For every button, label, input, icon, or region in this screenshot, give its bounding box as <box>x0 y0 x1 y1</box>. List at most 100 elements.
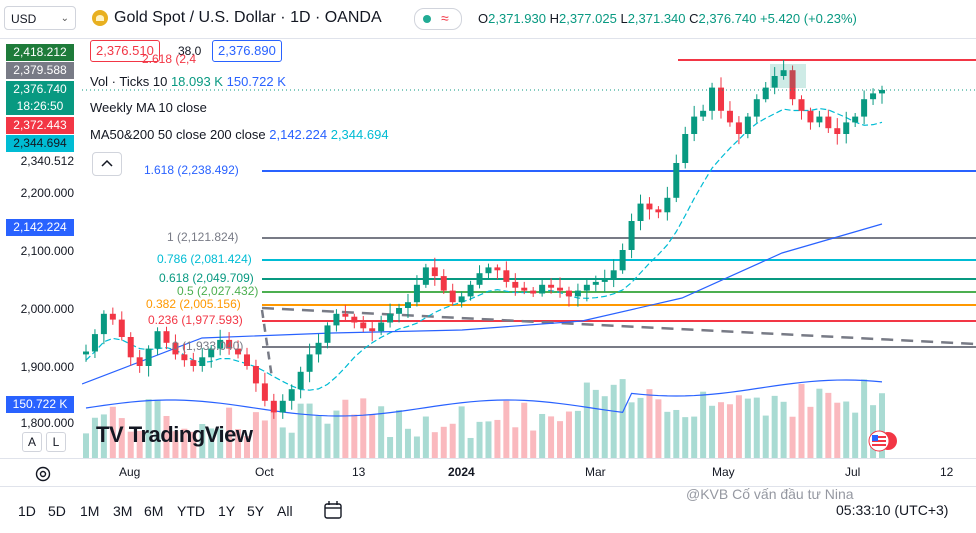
volume-bar <box>467 437 474 458</box>
volume-bar <box>700 391 707 458</box>
volume-bar <box>315 415 322 458</box>
volume-bar <box>217 428 224 458</box>
candle-body <box>431 267 438 277</box>
candle-body <box>235 348 242 355</box>
volume-bar <box>404 428 411 458</box>
timeframe-1d[interactable]: 1D <box>18 503 36 519</box>
candle-body <box>610 270 617 279</box>
ma-legend-label: MA50&200 50 close 200 close <box>90 127 266 142</box>
volume-bar <box>592 389 599 458</box>
price-tick: 1,900.000 <box>20 360 74 374</box>
currency-select[interactable]: USD ⌄ <box>4 6 76 30</box>
position-box[interactable] <box>770 64 806 88</box>
tradingview-logo[interactable]: TV TradingView <box>96 422 253 448</box>
volume-bar <box>431 432 438 458</box>
time-tick: 2024 <box>448 465 475 479</box>
volume-bar <box>762 415 769 458</box>
price-axis[interactable]: 2,418.212 2,379.588 2,376.740 18:26:50 2… <box>0 38 82 458</box>
candle-body <box>861 99 868 117</box>
chevron-up-icon <box>101 159 113 167</box>
candle-body <box>601 279 608 282</box>
volume-bar <box>91 417 98 458</box>
candle-body <box>378 322 385 332</box>
timeframe-5y[interactable]: 5Y <box>247 503 265 519</box>
candle-body <box>261 383 268 401</box>
timeframe-all[interactable]: All <box>277 503 293 519</box>
log-scale-button[interactable]: L <box>46 432 66 452</box>
bid-price-box[interactable]: 2,376.510 <box>90 40 160 62</box>
chart-settings-gear-icon[interactable] <box>34 465 52 483</box>
volume-bar <box>288 432 295 458</box>
candle-body <box>843 122 850 134</box>
collapse-legend-button[interactable] <box>92 152 122 176</box>
fib-level-label: 0.618 (2,049.709) <box>159 271 254 285</box>
candle-body <box>807 110 814 123</box>
fib-level-label: 0.786 (2,081.424) <box>157 252 252 266</box>
volume-bar <box>816 388 823 458</box>
close-value: 2,376.740 <box>698 11 757 26</box>
go-to-date-icon[interactable] <box>322 499 344 521</box>
volume-bar <box>726 404 733 458</box>
timeframe-1y[interactable]: 1Y <box>218 503 236 519</box>
candle-body <box>530 290 537 294</box>
candle-body <box>709 87 716 111</box>
volume-bar <box>619 379 626 458</box>
timeframe-3m[interactable]: 3M <box>113 503 133 519</box>
candle-body <box>762 87 769 100</box>
price-tick: 2,000.000 <box>20 302 74 316</box>
countdown-badge: 18:26:50 <box>6 98 74 115</box>
time-tick: Oct <box>255 465 274 479</box>
high-value: 2,377.025 <box>558 11 617 26</box>
volume-bar <box>208 428 215 458</box>
candle-body <box>503 270 510 282</box>
time-tick: Aug <box>119 465 141 479</box>
candle-body <box>163 331 170 343</box>
timeframe-ytd[interactable]: YTD <box>177 503 205 519</box>
volume-bar <box>351 414 358 458</box>
volume-bar <box>199 423 206 458</box>
candle-body <box>583 284 590 291</box>
volume-bar <box>297 403 304 458</box>
candle-body <box>324 325 331 343</box>
ma-legend[interactable]: MA50&200 50 close 200 close 2,142.224 2,… <box>90 127 389 142</box>
volume-bar <box>378 406 385 458</box>
candle-body <box>780 70 787 76</box>
volume-bar <box>226 407 233 458</box>
us-flag-event-icon[interactable] <box>868 430 898 452</box>
candle-body <box>664 197 671 213</box>
volume-bar <box>440 426 447 458</box>
candle-body <box>387 313 394 323</box>
volume-bar <box>852 412 859 458</box>
volume-bar <box>324 423 331 458</box>
candle-body <box>243 354 250 366</box>
session-clock[interactable]: 05:33:10 (UTC+3) <box>836 502 949 518</box>
auto-scale-button[interactable]: A <box>22 432 42 452</box>
trend-line[interactable] <box>261 306 976 346</box>
ask-price-box[interactable]: 2,376.890 <box>212 40 282 62</box>
volume-bar <box>735 395 742 458</box>
volume-bar <box>709 405 716 458</box>
symbol-title[interactable]: Gold Spot / U.S. Dollar · 1D · OANDA <box>114 9 382 26</box>
timeframe-5d[interactable]: 5D <box>48 503 66 519</box>
volume-legend[interactable]: Vol · Ticks 10 18.093 K 150.722 K <box>90 74 286 89</box>
volume-bar <box>530 430 537 458</box>
timeframe-6m[interactable]: 6M <box>144 503 164 519</box>
volume-bar <box>422 416 429 458</box>
candle-body <box>798 99 805 111</box>
market-status-pill[interactable]: ≈ <box>414 8 462 30</box>
candle-body <box>485 267 492 274</box>
volume-bar <box>369 414 376 458</box>
candle-body <box>342 313 349 317</box>
weekly-ma-legend[interactable]: Weekly MA 10 close <box>90 100 207 115</box>
candle-body <box>744 116 751 134</box>
candle-body <box>369 328 376 332</box>
timeframe-1m[interactable]: 1M <box>80 503 100 519</box>
volume-bar <box>682 417 689 458</box>
candle-body <box>351 316 358 323</box>
volume-bar <box>127 431 134 458</box>
top-toolbar: USD ⌄ Gold Spot / U.S. Dollar · 1D · OAN… <box>0 0 976 39</box>
trend-line-short[interactable] <box>260 309 274 379</box>
price-chart[interactable] <box>82 38 976 458</box>
time-axis[interactable] <box>0 458 976 487</box>
volume-bar <box>691 416 698 458</box>
